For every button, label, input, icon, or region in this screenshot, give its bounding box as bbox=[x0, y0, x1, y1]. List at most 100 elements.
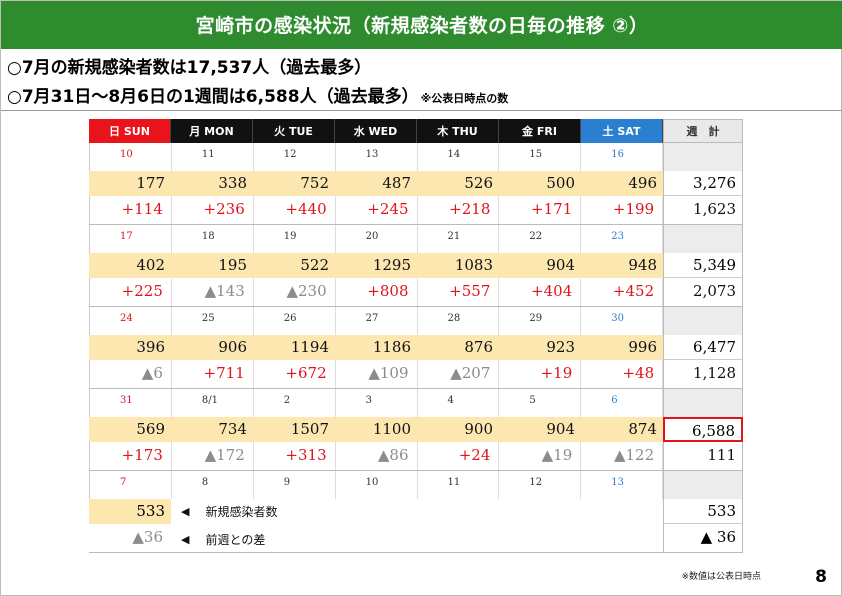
diff-row: +114 +236 +440 +245 +218 +171 +199 1,623 bbox=[89, 196, 743, 224]
date-cell: 24 bbox=[90, 307, 172, 335]
diff-row: ▲6 +711 +672 ▲109 ▲207 +19 +48 1,128 bbox=[89, 360, 743, 388]
diff-cell: +440 bbox=[254, 196, 336, 224]
diff-cell: ▲172 bbox=[172, 442, 254, 470]
diff-cell: +19 bbox=[499, 360, 582, 388]
week-divider bbox=[89, 388, 743, 389]
diff-cell: +171 bbox=[499, 196, 582, 224]
diff-cell: +48 bbox=[581, 360, 664, 388]
date-cell: 7 bbox=[90, 471, 172, 499]
diff-cell: +557 bbox=[418, 278, 500, 306]
count-cell: 900 bbox=[464, 420, 493, 438]
date-cell: 30 bbox=[581, 307, 664, 335]
diff-cell: ▲6 bbox=[90, 360, 172, 388]
arrow-left-icon: ◀ bbox=[181, 505, 190, 518]
diff-cell: ▲109 bbox=[336, 360, 418, 388]
week-divider bbox=[89, 224, 743, 225]
total-date-cell bbox=[663, 471, 743, 499]
legend-count: ◀ 新規感染者数 bbox=[181, 503, 277, 520]
count-cell: 396 bbox=[136, 338, 165, 356]
summary-box: ○7月の新規感染者数は17,537人（過去最多） ○7月31日～8月6日の1週間… bbox=[1, 47, 842, 111]
count-cell: 569 bbox=[136, 420, 165, 438]
weekly-total-cell: 6,477 bbox=[663, 335, 743, 360]
date-cell: 25 bbox=[172, 307, 254, 335]
legend-diff-label: 前週との差 bbox=[205, 533, 266, 547]
weekly-diff-cell: 1,623 bbox=[663, 196, 743, 224]
diff-cell: ▲19 bbox=[499, 442, 582, 470]
total-date-cell bbox=[663, 225, 743, 253]
diff-cell: +236 bbox=[172, 196, 254, 224]
diff-row: +225 ▲143 ▲230 +808 +557 +404 +452 2,073 bbox=[89, 278, 743, 306]
date-row: 7 8 9 10 11 12 13 bbox=[89, 471, 743, 499]
date-cell: 22 bbox=[499, 225, 582, 253]
weekly-diff-cell: ▲ 36 bbox=[663, 524, 743, 552]
header-saturday: 土 SAT bbox=[581, 119, 663, 143]
calendar-table: 日 SUN 月 MON 火 TUE 水 WED 木 THU 金 FRI 土 SA… bbox=[89, 119, 743, 553]
weekly-total-cell: 3,276 bbox=[663, 171, 743, 196]
date-cell: 29 bbox=[499, 307, 582, 335]
diff-cell: +672 bbox=[254, 360, 336, 388]
count-cell: 1100 bbox=[372, 420, 411, 438]
page-number: 8 bbox=[815, 567, 827, 587]
weekly-diff-cell: 1,128 bbox=[663, 360, 743, 388]
weekly-diff-cell: 111 bbox=[663, 442, 743, 470]
diff-cell: +313 bbox=[254, 442, 336, 470]
header-wednesday: 水 WED bbox=[335, 119, 417, 143]
date-cell: 19 bbox=[254, 225, 336, 253]
date-cell: 14 bbox=[418, 143, 500, 171]
date-cell: 5 bbox=[499, 389, 582, 417]
date-row: 17 18 19 20 21 22 23 bbox=[89, 225, 743, 253]
diff-cell: +225 bbox=[90, 278, 172, 306]
count-cell: 487 bbox=[382, 174, 411, 192]
count-cell: 500 bbox=[546, 174, 575, 192]
total-date-cell bbox=[663, 389, 743, 417]
date-cell: 10 bbox=[336, 471, 418, 499]
date-cell: 17 bbox=[90, 225, 172, 253]
diff-cell: +452 bbox=[581, 278, 664, 306]
count-cell: 734 bbox=[218, 420, 247, 438]
legend-count-label: 新規感染者数 bbox=[205, 505, 278, 519]
count-cell: 338 bbox=[218, 174, 247, 192]
count-cell: 948 bbox=[628, 256, 657, 274]
week-divider bbox=[89, 470, 743, 471]
summary-monthly-total: ○7月の新規感染者数は17,537人（過去最多） bbox=[7, 58, 372, 78]
date-cell: 13 bbox=[336, 143, 418, 171]
count-cell: 876 bbox=[464, 338, 493, 356]
diff-cell: ▲143 bbox=[172, 278, 254, 306]
arrow-left-icon: ◀ bbox=[181, 533, 190, 546]
date-cell: 8/1 bbox=[172, 389, 254, 417]
date-cell: 2 bbox=[254, 389, 336, 417]
diff-cell: +218 bbox=[418, 196, 500, 224]
diff-cell: ▲36 bbox=[132, 528, 163, 546]
weekly-total-cell: 6,588 bbox=[663, 417, 743, 442]
date-cell: 18 bbox=[172, 225, 254, 253]
diff-cell: +24 bbox=[418, 442, 500, 470]
slide-title: 宮崎市の感染状況（新規感染者数の日毎の推移 ②） bbox=[1, 1, 842, 47]
date-cell: 31 bbox=[90, 389, 172, 417]
calendar-weeks: 10 11 12 13 14 15 16 177 338 752 487 526 500 496 3,276… bbox=[89, 143, 743, 471]
diff-cell: +199 bbox=[581, 196, 664, 224]
diff-cell: +173 bbox=[90, 442, 172, 470]
count-row: 569 734 1507 1100 900 904 874 6,588 bbox=[89, 417, 743, 442]
total-date-cell bbox=[663, 143, 743, 171]
diff-cell: +808 bbox=[336, 278, 418, 306]
weekly-total-cell: 533 bbox=[663, 499, 743, 524]
count-cell: 752 bbox=[300, 174, 329, 192]
date-cell: 16 bbox=[581, 143, 664, 171]
diff-cell: +114 bbox=[90, 196, 172, 224]
summary-weekly-total: ○7月31日～8月6日の1週間は6,588人（過去最多） ※公表日時点の数 bbox=[7, 82, 508, 107]
header-tuesday: 火 TUE bbox=[253, 119, 335, 143]
header-weekly-total: 週 計 bbox=[663, 119, 743, 143]
count-cell: 402 bbox=[136, 256, 165, 274]
diff-row: ▲36 ▲ 36 bbox=[89, 524, 743, 553]
date-cell: 9 bbox=[254, 471, 336, 499]
week-divider bbox=[89, 306, 743, 307]
date-cell: 11 bbox=[418, 471, 500, 499]
count-cell: 177 bbox=[136, 174, 165, 192]
count-cell: 522 bbox=[300, 256, 329, 274]
count-cell: 533 bbox=[89, 499, 171, 524]
summary-weekly-text: ○7月31日～8月6日の1週間は6,588人（過去最多） bbox=[7, 87, 419, 107]
date-cell: 27 bbox=[336, 307, 418, 335]
date-cell: 20 bbox=[336, 225, 418, 253]
count-cell: 526 bbox=[464, 174, 493, 192]
